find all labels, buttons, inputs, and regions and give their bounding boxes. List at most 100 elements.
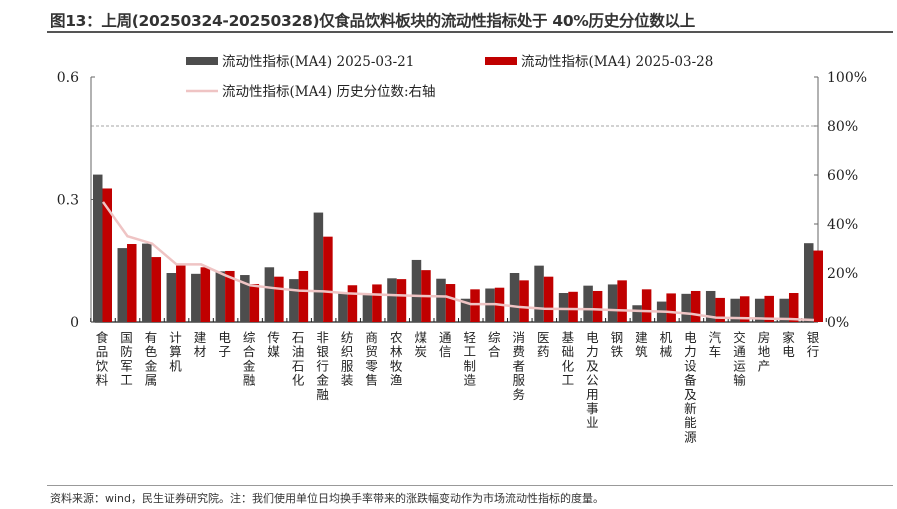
category-label: 综合 bbox=[488, 330, 501, 359]
bar-0321 bbox=[387, 278, 397, 322]
category-label: 国防军工 bbox=[120, 330, 133, 388]
bar-0328 bbox=[690, 290, 701, 322]
bar-0321 bbox=[142, 243, 152, 322]
bar-0321 bbox=[730, 298, 740, 322]
category-label: 电子 bbox=[218, 330, 231, 359]
category-label: 商贸零售 bbox=[365, 330, 378, 388]
bar-0328 bbox=[151, 257, 162, 322]
bar-0328 bbox=[568, 291, 578, 322]
bar-0328 bbox=[445, 284, 456, 322]
category-label: 石油石化 bbox=[292, 330, 305, 388]
right-tick-label: 80% bbox=[827, 119, 858, 135]
category-label: 煤炭 bbox=[414, 330, 427, 359]
category-label: 银行 bbox=[807, 330, 820, 359]
category-label: 农林牧渔 bbox=[390, 330, 403, 388]
bar-0328 bbox=[715, 297, 725, 322]
bar-0321 bbox=[117, 248, 128, 322]
bar-0328 bbox=[592, 290, 603, 322]
category-label: 电力及公用事业 bbox=[586, 330, 599, 430]
legend-swatch bbox=[186, 57, 218, 65]
category-label: 非银行金融 bbox=[316, 330, 329, 402]
bar-0321 bbox=[558, 293, 569, 322]
bar-0328 bbox=[298, 270, 309, 322]
category-label: 综合金融 bbox=[243, 330, 256, 388]
bar-0321 bbox=[632, 305, 642, 322]
category-label: 消费者服务 bbox=[513, 330, 526, 402]
bar-0321 bbox=[411, 259, 422, 322]
bar-0328 bbox=[396, 279, 407, 322]
bar-0321 bbox=[460, 298, 471, 322]
right-tick-label: 60% bbox=[827, 168, 858, 184]
bar-0321 bbox=[681, 293, 691, 322]
bar-0321 bbox=[215, 271, 226, 322]
bar-0328 bbox=[225, 270, 235, 322]
right-tick-label: 40% bbox=[827, 217, 858, 233]
percentile-line bbox=[101, 201, 815, 322]
category-label: 汽车 bbox=[709, 330, 722, 359]
bar-0321 bbox=[240, 275, 250, 322]
bar-0321 bbox=[705, 290, 716, 322]
category-label: 房地产 bbox=[758, 330, 771, 373]
bar-0328 bbox=[127, 244, 137, 322]
bar-0321 bbox=[166, 273, 177, 322]
category-label: 建筑 bbox=[635, 330, 648, 359]
bar-0328 bbox=[200, 267, 211, 322]
bar-0328 bbox=[372, 284, 382, 322]
bar-0328 bbox=[666, 293, 676, 322]
category-label: 通信 bbox=[439, 330, 452, 359]
left-tick-label: 0 bbox=[70, 315, 79, 331]
bar-0321 bbox=[436, 278, 446, 322]
category-label: 有色金属 bbox=[145, 330, 158, 388]
category-label: 医药 bbox=[537, 330, 550, 359]
bar-0321 bbox=[779, 298, 789, 322]
bar-0321 bbox=[264, 267, 275, 322]
bar-0321 bbox=[93, 174, 103, 322]
legend-label: 流动性指标(MA4) 2025-03-28 bbox=[521, 54, 713, 70]
bar-0321 bbox=[754, 298, 765, 322]
bar-0328 bbox=[323, 236, 333, 322]
bar-0321 bbox=[191, 273, 201, 322]
left-tick-label: 0.3 bbox=[57, 193, 79, 209]
category-label: 计算机 bbox=[169, 330, 182, 373]
bar-0328 bbox=[764, 295, 774, 322]
bar-0328 bbox=[274, 276, 284, 322]
category-label: 钢铁 bbox=[611, 330, 624, 359]
right-tick-label: 20% bbox=[827, 266, 858, 282]
legend-label: 流动性指标(MA4) 历史分位数:右轴 bbox=[222, 84, 436, 100]
legend-swatch bbox=[485, 57, 517, 65]
category-label: 食品饮料 bbox=[96, 330, 109, 388]
category-label: 电力设备及新能源 bbox=[684, 330, 697, 444]
legend-label: 流动性指标(MA4) 2025-03-21 bbox=[222, 54, 414, 70]
bar-0321 bbox=[583, 285, 593, 322]
footer-divider bbox=[47, 485, 893, 486]
category-label: 建材 bbox=[194, 330, 207, 359]
bar-0321 bbox=[607, 284, 618, 322]
bar-0328 bbox=[102, 188, 112, 322]
bar-0328 bbox=[176, 265, 186, 322]
bar-0321 bbox=[313, 212, 324, 322]
bar-0321 bbox=[289, 279, 299, 322]
bar-0328 bbox=[347, 285, 358, 322]
bar-0321 bbox=[362, 295, 373, 322]
bar-0328 bbox=[249, 284, 260, 322]
category-label: 机械 bbox=[660, 330, 673, 359]
bar-0328 bbox=[617, 280, 627, 322]
category-label: 交通运输 bbox=[733, 330, 746, 388]
category-label: 轻工制造 bbox=[464, 330, 477, 388]
bar-0328 bbox=[788, 293, 799, 322]
bar-0328 bbox=[470, 289, 480, 322]
category-label: 家电 bbox=[782, 330, 795, 359]
bar-0328 bbox=[543, 276, 554, 322]
category-label: 纺织服装 bbox=[341, 330, 354, 388]
category-label: 传媒 bbox=[267, 330, 280, 359]
bar-0321 bbox=[509, 273, 520, 322]
bar-0328 bbox=[813, 250, 823, 322]
chart-title: 图13：上周(20250324-20250328)仅食品饮料板块的流动性指标处于… bbox=[50, 12, 695, 30]
right-tick-label: 100% bbox=[827, 70, 867, 86]
bar-0321 bbox=[804, 243, 814, 322]
left-tick-label: 0.6 bbox=[57, 70, 79, 86]
bar-0321 bbox=[534, 265, 544, 322]
right-tick-label: 0% bbox=[827, 315, 849, 331]
bar-0328 bbox=[519, 280, 529, 322]
